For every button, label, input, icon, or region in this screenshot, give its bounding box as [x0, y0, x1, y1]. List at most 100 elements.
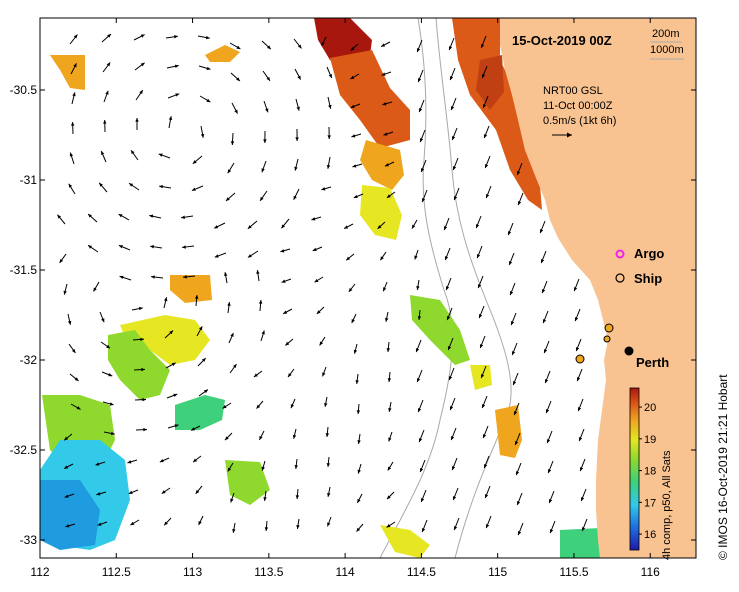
current-vector: [135, 118, 139, 130]
current-vector: [63, 433, 73, 441]
current-vector: [483, 125, 490, 139]
current-vector: [345, 253, 355, 261]
current-vector: [418, 429, 425, 443]
current-vector: [181, 215, 194, 219]
current-vector: [580, 488, 587, 502]
current-vector: [516, 162, 523, 176]
current-vector: [449, 397, 456, 411]
current-vector: [163, 297, 168, 309]
current-vector: [481, 65, 488, 79]
current-vector: [319, 336, 326, 346]
current-vector: [351, 133, 362, 138]
current-vector: [68, 183, 76, 195]
current-vector: [421, 189, 428, 203]
x-tick-label: 112.5: [102, 565, 131, 579]
current-vector: [449, 67, 456, 81]
current-vector: [452, 487, 459, 501]
current-vector: [282, 308, 293, 315]
current-vector: [575, 338, 582, 352]
current-vector: [379, 251, 387, 261]
current-vector: [326, 456, 331, 467]
current-vector: [168, 116, 173, 129]
current-vector: [135, 427, 148, 432]
current-vector: [165, 362, 176, 369]
current-vector: [574, 308, 581, 322]
current-vector: [70, 121, 75, 135]
colorbar-tick-label: 20: [644, 402, 656, 414]
current-vector: [64, 493, 75, 498]
argo-label: Argo: [634, 246, 664, 261]
current-vector: [102, 401, 114, 406]
current-vector: [478, 305, 485, 319]
current-vector: [476, 245, 483, 259]
current-vector: [296, 518, 300, 529]
current-vector: [450, 97, 457, 111]
current-vector: [384, 161, 395, 167]
current-vector: [327, 126, 331, 140]
current-vector: [263, 130, 267, 144]
current-vector: [149, 214, 162, 219]
current-vector: [484, 485, 491, 499]
current-vector: [100, 341, 111, 349]
current-vector: [420, 489, 427, 503]
current-vector: [355, 373, 359, 384]
current-vector: [475, 215, 482, 229]
current-vector: [314, 276, 324, 283]
current-vector: [213, 222, 226, 229]
current-vector: [263, 490, 267, 501]
current-vector: [541, 280, 548, 294]
current-vector: [357, 433, 361, 444]
current-vector: [416, 279, 420, 290]
current-vector: [353, 193, 364, 199]
current-vector: [199, 95, 211, 103]
current-vector: [480, 35, 487, 49]
current-vector: [415, 339, 422, 353]
current-vector: [381, 71, 392, 76]
current-vector: [326, 66, 333, 79]
current-vector: [150, 245, 163, 249]
current-vector: [451, 457, 458, 471]
colorbar-tick-label: 16: [644, 529, 656, 541]
current-vector: [327, 516, 332, 527]
current-vector: [262, 70, 271, 82]
current-vector: [293, 38, 302, 49]
current-vector: [384, 311, 389, 322]
current-vector: [448, 367, 455, 381]
current-vector: [263, 100, 269, 113]
current-vector: [93, 281, 100, 292]
current-vector: [195, 485, 203, 495]
ship-label: Ship: [634, 271, 662, 286]
current-vector: [327, 486, 331, 497]
ship-marker: [604, 323, 614, 333]
current-vector: [540, 250, 547, 264]
current-vector: [100, 150, 107, 163]
current-vector: [482, 95, 489, 109]
current-vector: [545, 400, 552, 414]
current-vector: [546, 430, 553, 444]
current-vector: [196, 326, 203, 337]
y-axis: -30.5 -31 -31.5 -32 -32.5 -33: [10, 83, 696, 547]
current-vector: [280, 248, 291, 253]
current-vector: [453, 187, 460, 201]
x-tick-label: 114.5: [407, 565, 436, 579]
current-vector: [130, 519, 140, 526]
current-vector: [229, 42, 241, 50]
current-vector: [70, 403, 81, 410]
current-vector: [68, 343, 76, 354]
current-vector: [382, 281, 388, 292]
current-vector: [281, 218, 290, 229]
current-vector: [387, 371, 392, 383]
current-vector: [227, 302, 231, 314]
current-vector: [356, 523, 364, 532]
current-vector: [512, 372, 519, 386]
current-vector: [548, 490, 555, 504]
current-vector: [294, 158, 299, 171]
current-vector: [102, 62, 111, 73]
current-vector: [194, 294, 199, 307]
current-vector: [419, 129, 426, 143]
current-vector: [96, 491, 107, 496]
current-scale: 0.5m/s (1kt 6h): [543, 115, 616, 127]
current-vector: [69, 34, 78, 45]
current-vector: [517, 192, 524, 206]
